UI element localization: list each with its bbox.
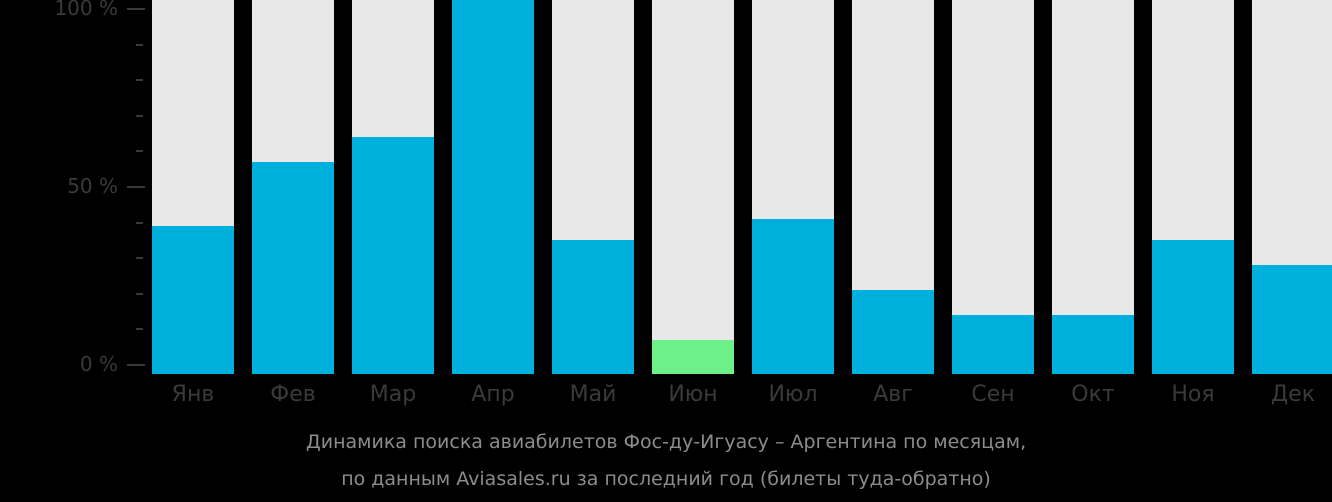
bar-value xyxy=(1252,265,1332,374)
bar-value xyxy=(752,219,834,374)
x-tick-label: Дек xyxy=(1270,382,1315,407)
bar-background xyxy=(1052,0,1134,374)
y-minor-tick xyxy=(136,79,143,82)
y-major-tick xyxy=(127,186,145,188)
y-tick-label: 100 % xyxy=(54,0,118,20)
x-tick-label: Окт xyxy=(1071,382,1115,407)
bar-value xyxy=(1052,315,1134,374)
x-tick-label: Авг xyxy=(873,382,913,407)
bar-background xyxy=(1252,0,1332,374)
bar-background xyxy=(552,0,634,374)
bar-background xyxy=(952,0,1034,374)
x-tick-label: Июл xyxy=(768,382,818,407)
y-minor-tick xyxy=(136,114,143,117)
y-minor-tick xyxy=(136,221,143,224)
y-major-tick xyxy=(127,364,145,366)
y-minor-tick xyxy=(136,328,143,331)
x-tick-label: Сен xyxy=(971,382,1015,407)
y-minor-tick xyxy=(136,150,143,153)
x-tick-label: Май xyxy=(569,382,617,407)
bar-value xyxy=(652,340,734,374)
bar-value xyxy=(252,162,334,374)
x-tick-label: Июн xyxy=(668,382,718,407)
y-minor-tick xyxy=(136,292,143,295)
chart-subtitle: по данным Aviasales.ru за последний год … xyxy=(341,468,991,490)
bar-background xyxy=(452,0,534,374)
bar-value xyxy=(552,240,634,374)
y-minor-tick xyxy=(136,43,143,46)
bar-value xyxy=(352,137,434,374)
y-major-tick xyxy=(127,8,145,10)
x-tick-label: Фев xyxy=(270,382,316,407)
x-tick-label: Янв xyxy=(171,382,215,407)
x-tick-label: Мар xyxy=(369,382,417,407)
bar-value xyxy=(452,0,534,374)
bar-value xyxy=(952,315,1034,374)
bar-background xyxy=(652,0,734,374)
y-tick-label: 50 % xyxy=(67,174,118,198)
bar-background xyxy=(1152,0,1234,374)
bar-background xyxy=(752,0,834,374)
bar-background xyxy=(352,0,434,374)
bar-background xyxy=(252,0,334,374)
y-minor-tick xyxy=(136,257,143,260)
chart-title: Динамика поиска авиабилетов Фос-ду-Игуас… xyxy=(305,431,1027,453)
x-tick-label: Апр xyxy=(471,382,515,407)
bar-background xyxy=(152,0,234,374)
x-tick-label: Ноя xyxy=(1171,382,1215,407)
bar-background xyxy=(852,0,934,374)
bar-value xyxy=(1152,240,1234,374)
bar-value xyxy=(852,290,934,374)
y-tick-label: 0 % xyxy=(79,352,118,376)
bar-value xyxy=(152,226,234,374)
